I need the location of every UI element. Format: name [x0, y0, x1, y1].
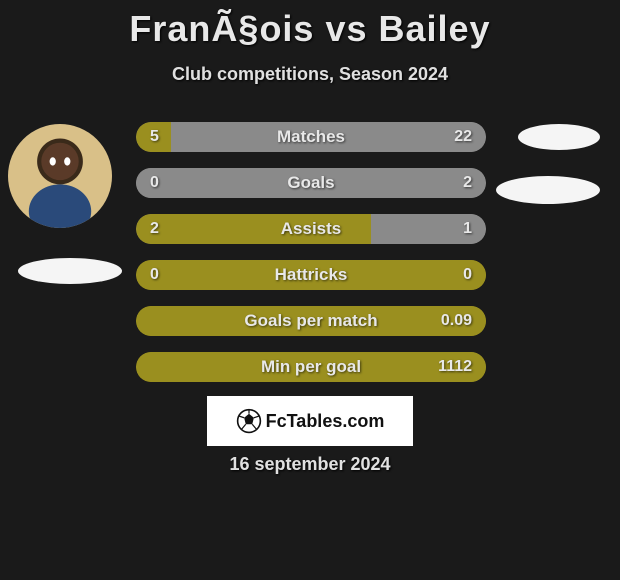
soccer-ball-icon [236, 408, 262, 434]
stat-label: Assists [281, 219, 341, 239]
stats-container: 5Matches220Goals22Assists10Hattricks0Goa… [136, 122, 486, 398]
logo-text: FcTables.com [266, 411, 385, 432]
stat-label: Min per goal [261, 357, 361, 377]
date-label: 16 september 2024 [229, 454, 390, 475]
player-right-avatar-placeholder [518, 124, 600, 150]
logo-box: FcTables.com [207, 396, 413, 446]
stat-value-right: 2 [463, 174, 472, 192]
stat-row: 2 Assists 1 [136, 214, 486, 244]
stat-label: Matches [277, 127, 345, 147]
player-left-flag-placeholder [18, 258, 122, 284]
stat-value-left: 2 [150, 220, 159, 238]
stat-row: 0 Goals 2 [136, 168, 486, 198]
avatar-placeholder-icon [8, 124, 112, 228]
player-left-avatar [8, 124, 112, 228]
stat-value-right: 1 [463, 220, 472, 238]
stat-value-left: 0 [150, 266, 159, 284]
stat-row: 5 Matches 22 [136, 122, 486, 152]
player-right-flag-placeholder [496, 176, 600, 204]
stat-row: Min per goal 1112 [136, 352, 486, 382]
stat-row: 0 Hattricks 0 [136, 260, 486, 290]
stat-label: Goals per match [244, 311, 377, 331]
page-subtitle: Club competitions, Season 2024 [0, 64, 620, 85]
stat-value-right: 1112 [438, 358, 472, 376]
page-title: FranÃ§ois vs Bailey [0, 0, 620, 50]
stat-label: Hattricks [275, 265, 348, 285]
stat-value-right: 0.09 [441, 312, 472, 330]
stat-value-left: 5 [150, 128, 159, 146]
stat-row: Goals per match 0.09 [136, 306, 486, 336]
stat-value-right: 22 [454, 128, 472, 146]
stat-label: Goals [287, 173, 334, 193]
stat-value-right: 0 [463, 266, 472, 284]
logo: FcTables.com [236, 408, 385, 434]
stat-value-left: 0 [150, 174, 159, 192]
